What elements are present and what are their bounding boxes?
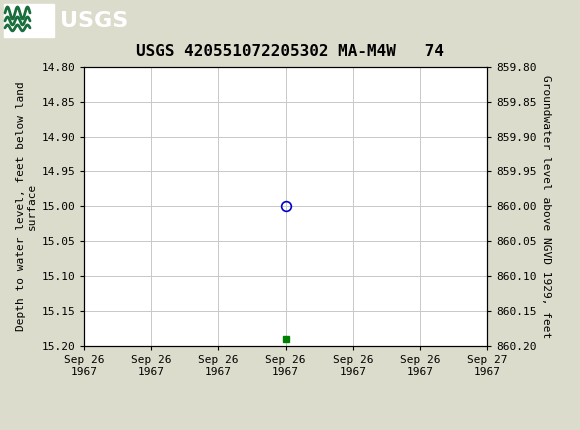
Y-axis label: Depth to water level, feet below land
surface: Depth to water level, feet below land su… xyxy=(16,82,37,331)
Y-axis label: Groundwater level above NGVD 1929, feet: Groundwater level above NGVD 1929, feet xyxy=(541,75,551,338)
Text: USGS 420551072205302 MA-M4W   74: USGS 420551072205302 MA-M4W 74 xyxy=(136,44,444,59)
FancyBboxPatch shape xyxy=(4,4,54,37)
Text: USGS: USGS xyxy=(60,11,128,31)
